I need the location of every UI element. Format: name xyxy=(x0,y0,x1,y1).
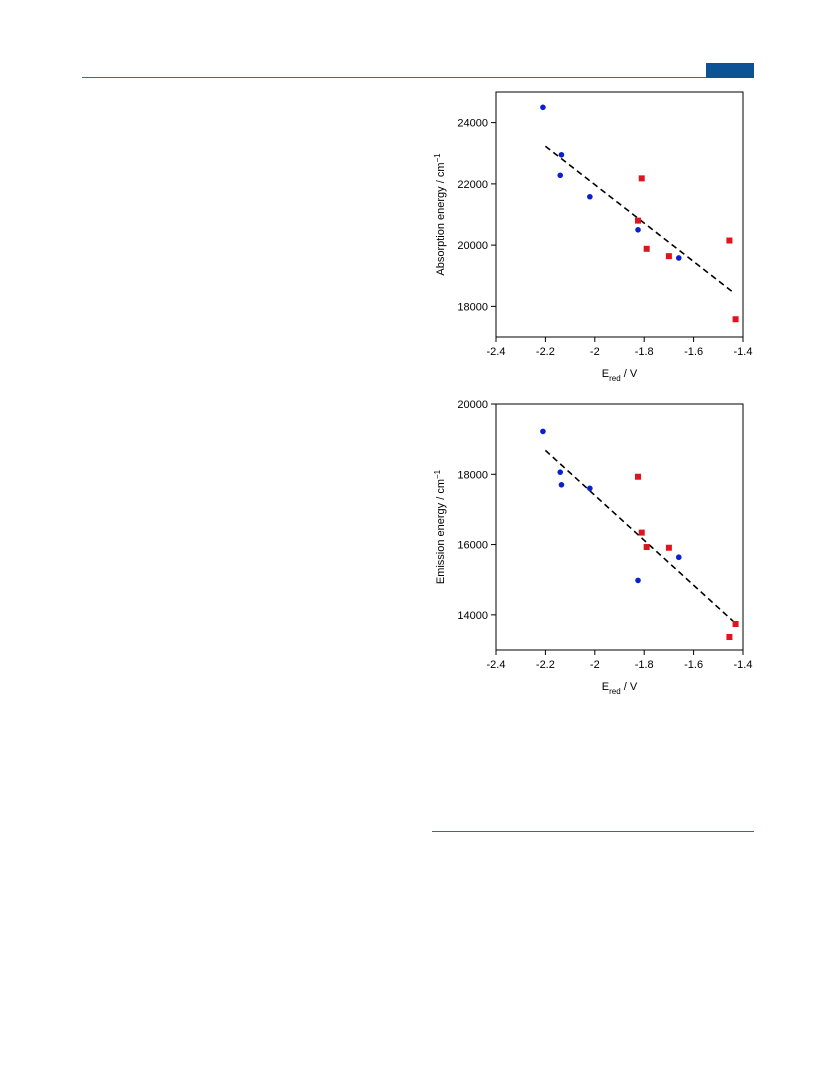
data-point-circle xyxy=(675,255,682,261)
footer-rule xyxy=(432,831,754,832)
y-tick-label: 14000 xyxy=(457,610,488,622)
data-point-circle xyxy=(558,151,565,158)
data-point-square xyxy=(638,529,645,536)
x-tick-label: -1.8 xyxy=(635,659,654,671)
x-axis-label: Ered / V xyxy=(602,681,638,696)
y-axis-label: Absorption energy / cm−1 xyxy=(433,153,447,276)
y-tick-label: 24000 xyxy=(457,118,488,130)
header-rule xyxy=(82,77,754,78)
fit-line xyxy=(544,449,734,622)
x-tick-label: -1.8 xyxy=(635,346,654,358)
y-tick-label: 16000 xyxy=(457,540,488,552)
y-tick-label: 18000 xyxy=(457,301,488,313)
x-tick-label: -2 xyxy=(590,346,600,358)
y-axis-label: Emission energy / cm−1 xyxy=(433,469,447,584)
data-point-square xyxy=(726,237,733,244)
header-tab xyxy=(706,63,754,78)
data-point-square xyxy=(643,544,650,551)
y-tick-label: 18000 xyxy=(457,469,488,481)
data-point-circle xyxy=(540,104,546,111)
data-point-square xyxy=(732,316,739,323)
y-tick-label: 22000 xyxy=(457,179,488,191)
y-tick-label: 20000 xyxy=(457,240,488,252)
x-tick-label: -1.6 xyxy=(684,346,703,358)
x-axis-label: Ered / V xyxy=(602,368,638,383)
plot-frame xyxy=(495,91,744,338)
data-point-circle xyxy=(675,554,682,561)
absorption-chart: -2.4 -2.2 -2 -1.8 -1.6 -1.4 18000 20000 22000 240… xyxy=(433,91,753,383)
data-point-square xyxy=(665,544,672,551)
data-point-circle xyxy=(635,227,641,233)
x-tick-label: -1.6 xyxy=(684,659,703,671)
y-tick-label: 20000 xyxy=(457,399,488,411)
data-point-circle xyxy=(557,172,564,179)
data-point-square xyxy=(643,245,650,252)
data-point-square xyxy=(665,253,672,260)
data-point-circle xyxy=(558,482,565,488)
x-tick-label: -2.2 xyxy=(536,659,555,671)
x-tick-label: -2.4 xyxy=(487,346,506,358)
data-point-square xyxy=(726,633,733,640)
data-point-circle xyxy=(540,428,546,435)
x-tick-label: -2.2 xyxy=(536,346,555,358)
emission-chart: -2.4 -2.2 -2 -1.8 -1.6 -1.4 14000 16000 18000 200… xyxy=(433,399,752,696)
data-point-square xyxy=(638,175,645,182)
data-point-square xyxy=(635,217,642,224)
data-point-circle xyxy=(557,469,564,475)
x-tick-label: -1.4 xyxy=(734,346,753,358)
data-point-circle xyxy=(587,193,593,200)
x-tick-label: -2.4 xyxy=(487,659,506,671)
x-tick-label: -2 xyxy=(590,659,600,671)
data-point-circle xyxy=(587,485,593,492)
x-tick-label: -1.4 xyxy=(734,659,753,671)
data-point-square xyxy=(732,620,739,627)
data-point-square xyxy=(635,473,642,480)
data-point-circle xyxy=(635,577,641,584)
plot-frame xyxy=(495,403,744,651)
